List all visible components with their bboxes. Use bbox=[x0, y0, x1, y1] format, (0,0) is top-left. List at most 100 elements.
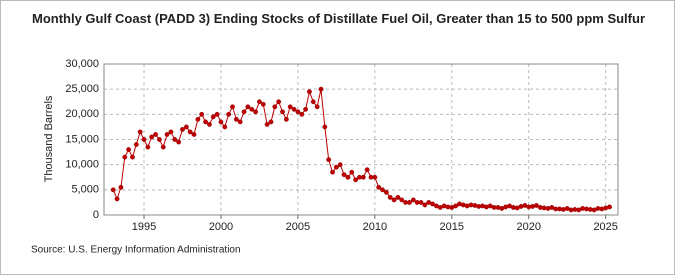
data-point bbox=[133, 142, 139, 147]
data-point bbox=[268, 119, 274, 125]
data-point bbox=[168, 129, 174, 135]
data-point bbox=[157, 137, 162, 142]
data-point bbox=[253, 109, 258, 115]
data-point bbox=[372, 174, 378, 180]
plot-frame bbox=[103, 63, 619, 216]
data-point bbox=[257, 99, 262, 105]
x-tick-label: 2015 bbox=[440, 221, 464, 233]
data-point bbox=[153, 132, 158, 137]
data-point bbox=[345, 174, 351, 180]
data-point bbox=[260, 101, 266, 107]
data-point bbox=[283, 116, 289, 122]
data-point bbox=[383, 189, 389, 195]
data-point bbox=[333, 164, 339, 170]
data-point bbox=[207, 122, 212, 127]
data-point bbox=[534, 203, 539, 208]
data-point bbox=[276, 99, 282, 105]
data-point bbox=[314, 104, 320, 110]
x-tick-label: 2000 bbox=[209, 221, 233, 233]
source: Source: U.S. Energy Information Administ… bbox=[31, 245, 241, 256]
x-tick-label: 1995 bbox=[132, 221, 156, 233]
data-point bbox=[280, 109, 285, 115]
data-point bbox=[126, 147, 132, 152]
data-point bbox=[407, 200, 412, 205]
data-point bbox=[607, 204, 612, 210]
y-tick-label: 30,000 bbox=[65, 58, 99, 70]
data-point bbox=[145, 144, 151, 150]
x-tick-label: 2025 bbox=[593, 221, 617, 233]
data-point bbox=[141, 137, 147, 142]
data-point bbox=[453, 203, 459, 209]
data-point bbox=[199, 111, 205, 117]
data-point bbox=[326, 157, 332, 163]
data-point bbox=[241, 109, 247, 115]
data-point bbox=[395, 194, 401, 200]
data-point bbox=[183, 124, 189, 130]
data-point bbox=[380, 187, 385, 193]
data-point bbox=[191, 132, 197, 137]
data-point bbox=[114, 196, 120, 202]
data-point bbox=[210, 114, 216, 120]
data-point bbox=[399, 197, 405, 203]
data-point bbox=[214, 111, 220, 117]
y-tick-label: 20,000 bbox=[65, 108, 99, 120]
data-point bbox=[122, 154, 128, 160]
data-point bbox=[118, 184, 124, 190]
data-point bbox=[422, 202, 428, 208]
data-point bbox=[110, 187, 116, 193]
y-tick-label: 5,000 bbox=[71, 184, 99, 196]
data-point bbox=[249, 106, 255, 112]
data-point bbox=[295, 109, 301, 115]
data-point bbox=[203, 119, 208, 125]
y-tick-label: 15,000 bbox=[65, 133, 99, 145]
data-point bbox=[391, 197, 397, 203]
data-point bbox=[322, 124, 328, 130]
data-point bbox=[187, 129, 193, 135]
data-point bbox=[353, 177, 359, 183]
data-point bbox=[149, 134, 155, 140]
data-point bbox=[237, 119, 243, 125]
data-point bbox=[226, 111, 232, 117]
data-point bbox=[218, 119, 224, 125]
chart-title: Monthly Gulf Coast (PADD 3) Ending Stock… bbox=[32, 11, 645, 26]
data-point bbox=[291, 106, 297, 112]
data-point bbox=[330, 169, 335, 175]
y-tick-label: 10,000 bbox=[65, 159, 99, 171]
data-point bbox=[176, 139, 182, 145]
data-point bbox=[264, 122, 270, 127]
data-point bbox=[307, 89, 312, 95]
data-point bbox=[272, 104, 278, 110]
x-tick-label: 2020 bbox=[517, 221, 541, 233]
data-point bbox=[310, 99, 316, 105]
data-point bbox=[387, 194, 393, 200]
data-point bbox=[376, 184, 382, 190]
data-point bbox=[410, 197, 416, 203]
y-axis-label: Thousand Barrels bbox=[43, 95, 55, 182]
data-point bbox=[180, 127, 185, 132]
data-point bbox=[233, 116, 239, 122]
data-point bbox=[130, 154, 135, 160]
data-point bbox=[287, 104, 293, 110]
data-point bbox=[418, 200, 424, 205]
data-point bbox=[160, 144, 166, 150]
data-point bbox=[360, 174, 366, 180]
x-tick-label: 2010 bbox=[363, 221, 387, 233]
data-point bbox=[303, 106, 308, 112]
data-point bbox=[299, 111, 305, 117]
data-point bbox=[222, 124, 228, 130]
data-point bbox=[364, 167, 370, 173]
y-tick-label: 25,000 bbox=[65, 83, 99, 95]
y-tick-label: 0 bbox=[93, 209, 99, 221]
data-point bbox=[230, 104, 235, 110]
data-point bbox=[245, 104, 251, 110]
data-point bbox=[349, 169, 355, 175]
data-point bbox=[318, 86, 324, 92]
data-point bbox=[137, 129, 143, 135]
x-tick-label: 2005 bbox=[286, 221, 310, 233]
data-point bbox=[430, 201, 435, 207]
data-point bbox=[337, 162, 343, 168]
data-point bbox=[195, 116, 201, 122]
series-line bbox=[112, 89, 610, 211]
